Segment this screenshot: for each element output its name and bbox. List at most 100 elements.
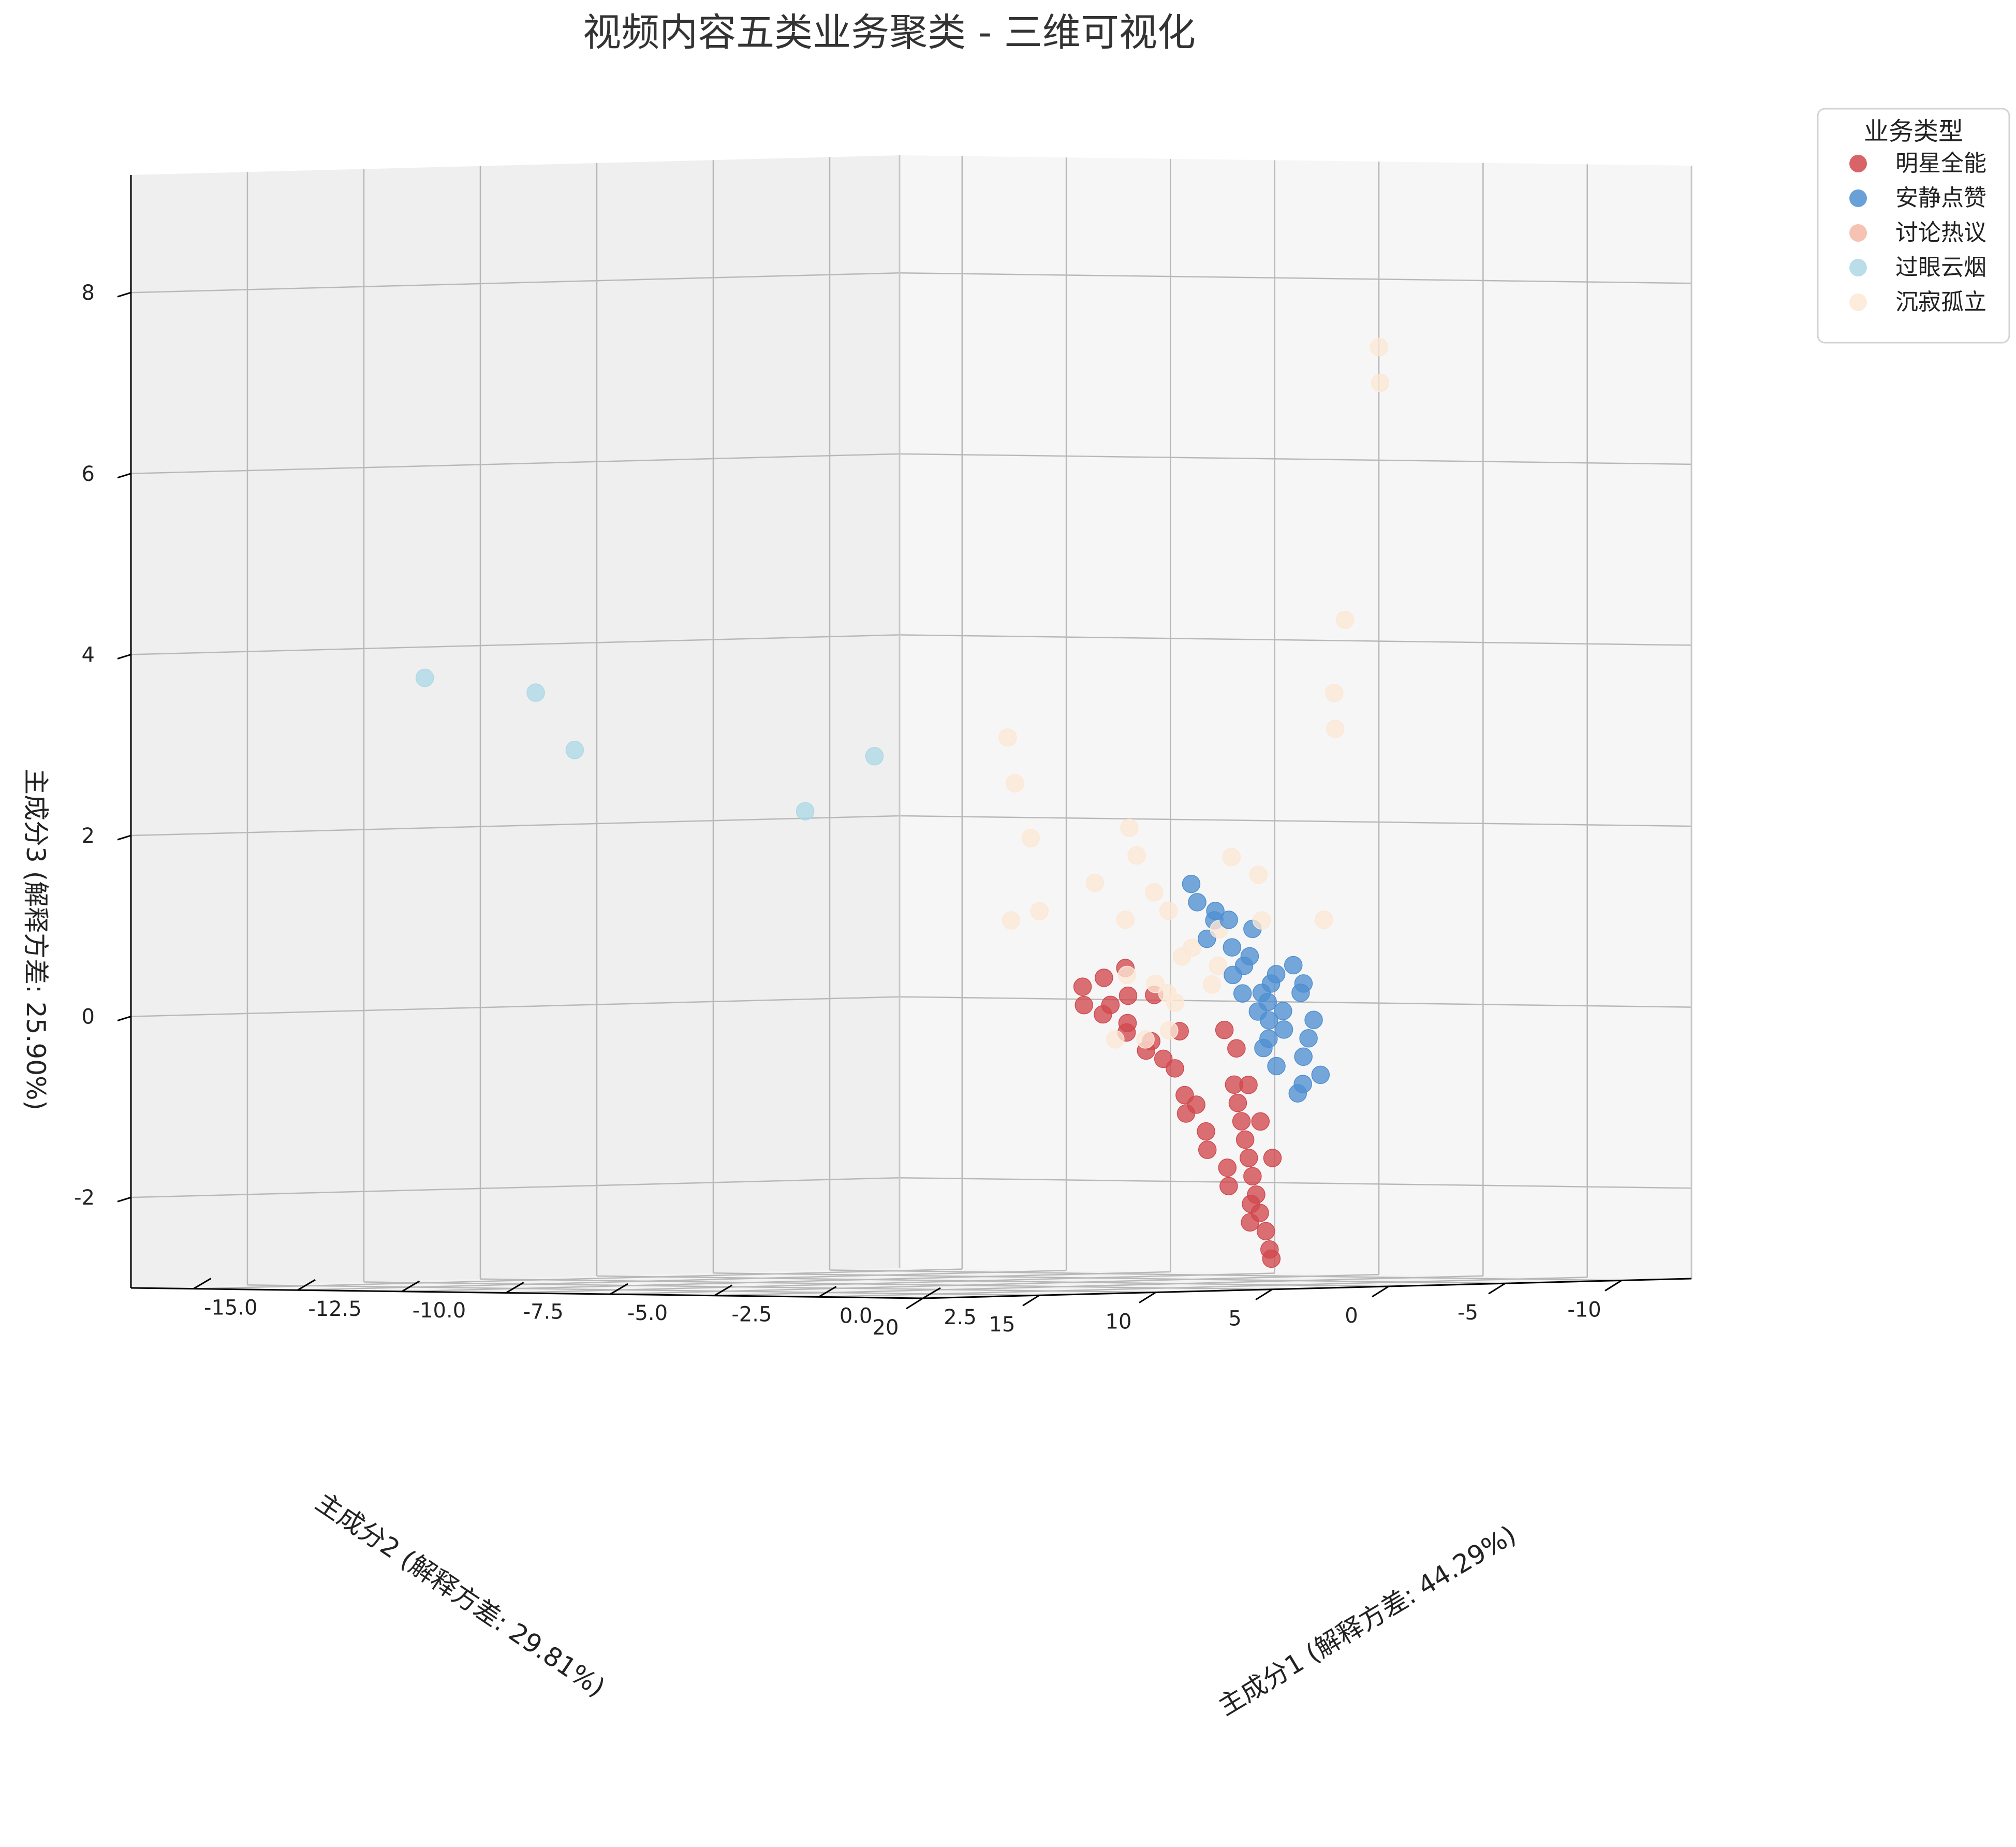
back-pane-right <box>900 155 1691 1279</box>
y-tick-label: 15 <box>989 1313 1016 1337</box>
x-tick-mark <box>505 1282 524 1294</box>
data-point <box>1215 1020 1234 1039</box>
x-tick-label: 2.5 <box>944 1306 977 1329</box>
data-point <box>1218 1158 1237 1177</box>
z-tick-label: 2 <box>82 824 95 848</box>
y-tick-mark <box>1022 1294 1040 1307</box>
data-point <box>1259 1029 1278 1048</box>
x-tick-mark <box>714 1284 733 1297</box>
y-tick-mark <box>906 1297 923 1310</box>
z-tick-mark <box>117 653 131 659</box>
data-point <box>1263 1149 1282 1167</box>
data-point <box>1274 1002 1292 1020</box>
data-point <box>1274 1020 1293 1039</box>
data-point <box>1030 902 1049 921</box>
data-point <box>865 747 884 766</box>
y-tick-label: 10 <box>1106 1310 1132 1333</box>
grid-line-y <box>247 1284 1040 1296</box>
legend-label: 过眼云烟 <box>1895 254 1986 281</box>
y-tick-mark <box>1255 1288 1273 1300</box>
grid-line-z <box>899 453 1692 465</box>
z-tick-label: 6 <box>82 462 95 486</box>
chart-title: 视频内容五类业务聚类 - 三维可视化 <box>583 10 1196 55</box>
legend-marker <box>1849 189 1867 207</box>
data-point <box>1251 1112 1270 1131</box>
y-tick-label: 0 <box>1345 1304 1358 1328</box>
legend-marker <box>1849 294 1867 311</box>
grid-line-z <box>130 996 900 1017</box>
axis-lines <box>130 155 1693 1299</box>
grid-line-z <box>899 272 1692 284</box>
data-point <box>1239 1076 1258 1094</box>
grid-line-z <box>130 815 900 837</box>
z-tick-mark <box>117 1196 131 1203</box>
data-point <box>1136 1030 1155 1049</box>
data-point <box>1250 1204 1269 1222</box>
data-point <box>1002 911 1021 930</box>
data-point <box>1325 683 1344 702</box>
data-point <box>998 728 1017 747</box>
x-tick-label: -10.0 <box>413 1299 466 1323</box>
data-point <box>1119 986 1138 1005</box>
data-point <box>1202 975 1222 994</box>
legend-label: 沉寂孤立 <box>1895 289 1986 315</box>
grid-line-y <box>363 1281 1156 1293</box>
z-tick-mark <box>117 1016 131 1022</box>
data-point <box>1267 1057 1286 1076</box>
data-point <box>1262 1249 1281 1268</box>
data-point <box>1232 1112 1251 1131</box>
z-tick-label: -2 <box>74 1186 95 1210</box>
data-point <box>1311 1065 1330 1084</box>
data-point <box>1258 992 1277 1012</box>
y-tick-mark <box>1372 1285 1389 1298</box>
y-tick-mark <box>1605 1280 1622 1292</box>
x-axis-label: 主成分1 (解释方差: 44.29%) <box>1213 1520 1521 1722</box>
data-point <box>1085 873 1105 892</box>
axis-panes <box>131 155 1691 1298</box>
data-point <box>1371 373 1390 392</box>
legend-title: 业务类型 <box>1864 117 1963 146</box>
data-point <box>1247 1185 1265 1204</box>
legend-label: 明星全能 <box>1895 150 1986 177</box>
data-point <box>1198 929 1216 948</box>
data-point <box>1021 829 1040 847</box>
y-tick-label: -5 <box>1458 1301 1478 1325</box>
y-tick-mark <box>1488 1282 1506 1295</box>
x-tick-label: -7.5 <box>523 1300 564 1324</box>
data-point <box>1256 1222 1275 1241</box>
grid-line-z <box>899 1177 1692 1189</box>
x-tick-mark <box>922 1287 941 1299</box>
z-axis-label: 主成分3 (解释方差: 25.90%) <box>21 769 51 1110</box>
data-point <box>1233 984 1252 1003</box>
data-point <box>1315 911 1333 929</box>
data-point <box>796 802 815 820</box>
data-point <box>1294 974 1313 993</box>
data-point <box>1335 610 1355 629</box>
data-point <box>1206 901 1225 920</box>
z-tick-label: 4 <box>82 643 95 667</box>
data-point <box>1249 866 1268 884</box>
data-point <box>1228 1093 1247 1112</box>
legend-label: 讨论热议 <box>1895 219 1986 246</box>
data-point <box>1284 956 1303 975</box>
grid-line-y <box>713 1272 1506 1284</box>
data-point <box>415 668 434 687</box>
y-tick-label: -10 <box>1567 1298 1601 1322</box>
x-tick-label: -12.5 <box>308 1297 362 1321</box>
data-point <box>1198 1140 1217 1159</box>
legend-label: 安静点赞 <box>1895 185 1986 211</box>
z-tick-mark <box>117 834 131 841</box>
legend-marker <box>1849 224 1867 242</box>
data-point <box>1159 901 1178 920</box>
data-point <box>526 683 545 702</box>
data-point <box>1370 338 1389 357</box>
data-point <box>1222 847 1241 867</box>
grid-line-z <box>899 634 1692 646</box>
data-point <box>1006 774 1024 793</box>
data-point <box>1166 1059 1184 1078</box>
data-point <box>1304 1010 1323 1029</box>
z-tick-mark <box>117 291 131 298</box>
data-point <box>1187 1095 1205 1114</box>
grid-line-y <box>829 1269 1622 1281</box>
